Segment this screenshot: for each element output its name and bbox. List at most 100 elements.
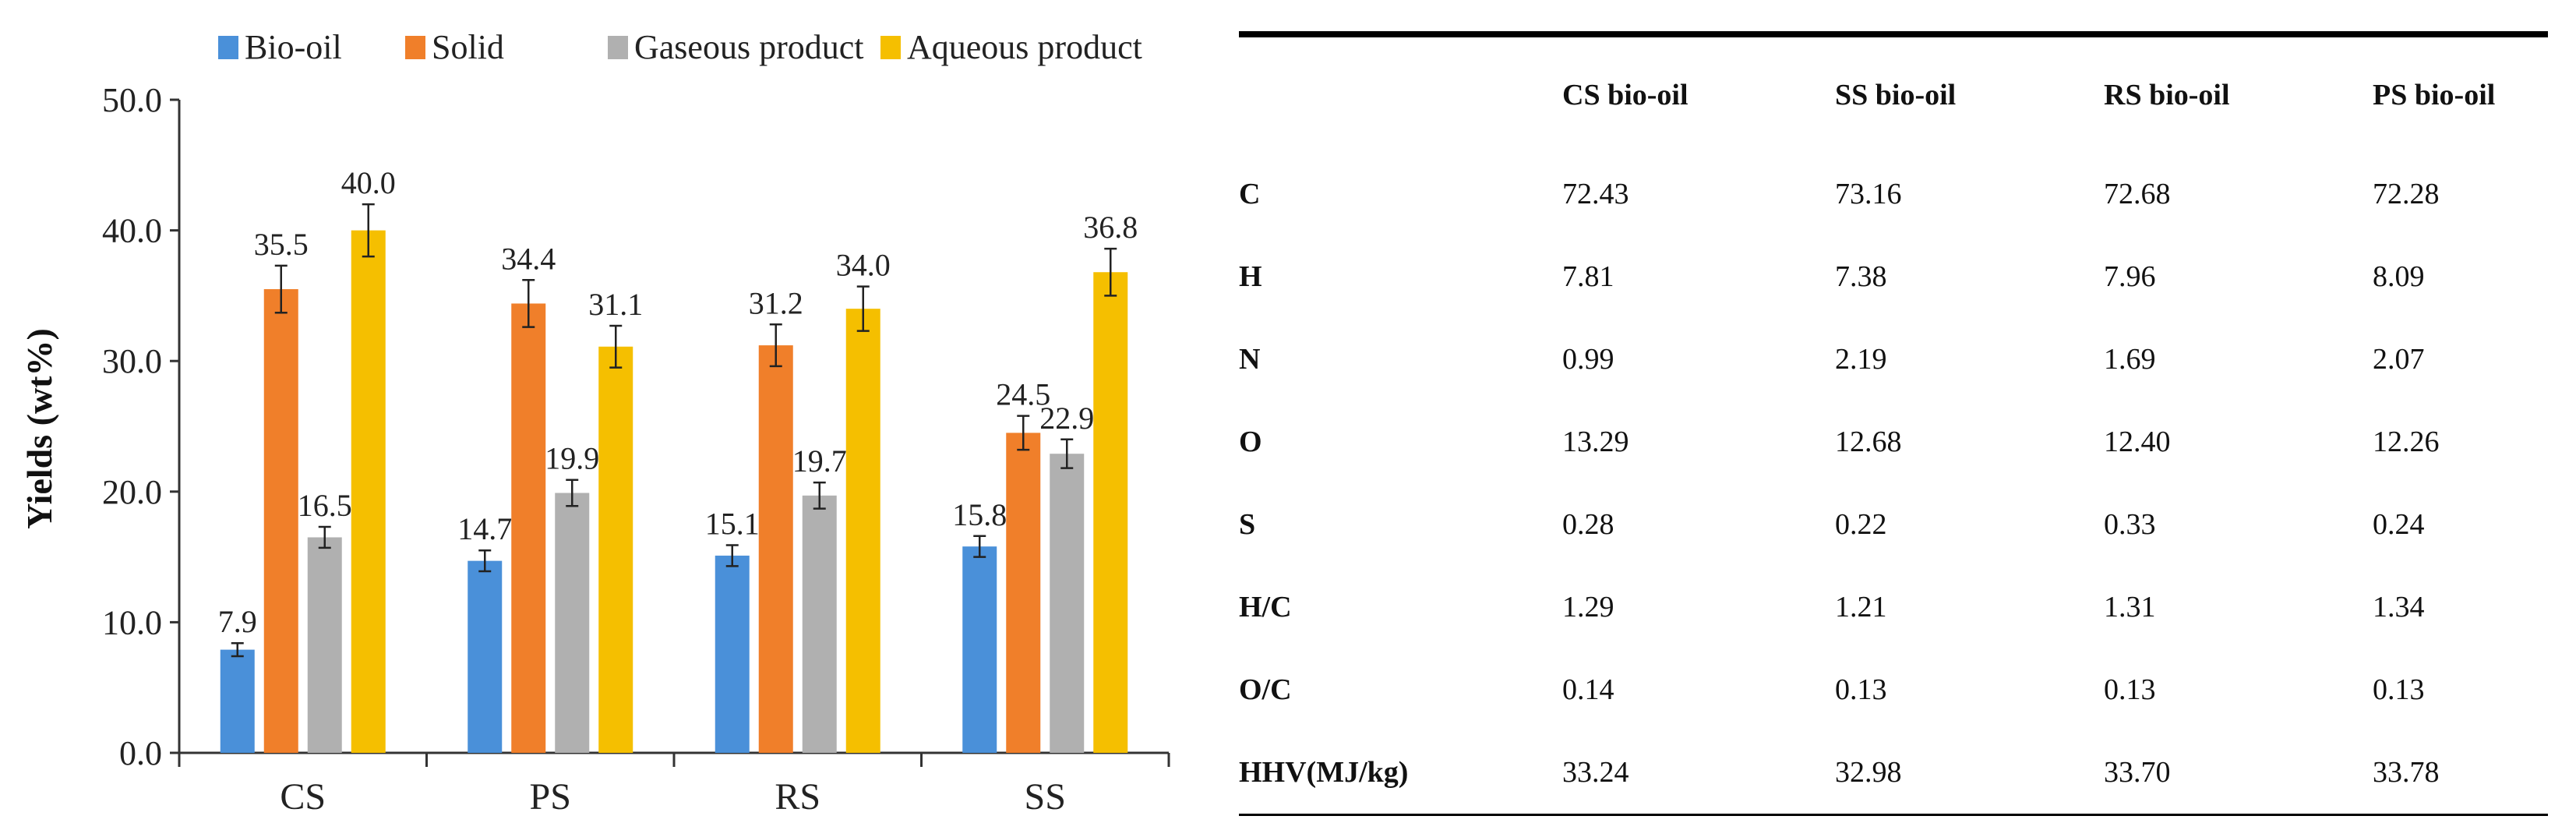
y-tick-label: 50.0: [102, 81, 162, 119]
legend-swatch: [218, 36, 238, 59]
y-tick-label: 40.0: [102, 212, 162, 250]
table-header-cell: SS bio-oil: [1835, 79, 1957, 111]
bar: [845, 309, 880, 753]
bar: [555, 493, 590, 753]
table-cell: 73.16: [1835, 178, 1902, 210]
y-tick-label: 0.0: [119, 734, 162, 772]
table-row-header: N: [1239, 343, 1261, 376]
table-header-cell: CS bio-oil: [1562, 79, 1689, 111]
table-row: C 72.43 73.16 72.68 72.28: [1239, 153, 2548, 235]
table-cell: 7.81: [1562, 260, 1614, 293]
bar-series-group: 7.914.7 15.1 15.835.5 34.431.224.516.519.9 1…: [218, 165, 1138, 754]
table-row-header: H/C: [1239, 591, 1292, 623]
table-cell: 33.70: [2104, 756, 2171, 789]
legend-label: Aqueous product: [907, 28, 1142, 66]
data-label: 19.9: [545, 441, 599, 476]
composition-table: CS bio-oil SS bio-oil RS bio-oil PS bio-…: [1239, 37, 2548, 814]
table-cell: 0.13: [1835, 673, 1887, 706]
data-label: 36.8: [1083, 210, 1138, 245]
legend-label: Gaseous product: [634, 28, 864, 66]
y-tick-label: 20.0: [102, 473, 162, 511]
legend-label: Bio-oil: [245, 28, 342, 66]
table-cell: 0.33: [2104, 508, 2156, 541]
bar: [1093, 272, 1128, 753]
table-cell: 0.99: [1562, 343, 1614, 376]
table-cell: 1.34: [2373, 591, 2425, 623]
data-label: 14.7: [457, 511, 512, 546]
bar: [220, 649, 255, 753]
table-cell: 33.78: [2373, 756, 2440, 789]
table-cell: 7.38: [1835, 260, 1887, 293]
table-row: O/C 0.14 0.13 0.13 0.13: [1239, 648, 2548, 731]
table-row-header: HHV(MJ/kg): [1239, 756, 1409, 789]
data-label: 19.7: [792, 443, 847, 479]
data-label: 15.1: [705, 507, 760, 542]
data-label: 40.0: [341, 165, 396, 200]
bar: [715, 555, 750, 753]
data-label: 22.9: [1039, 401, 1094, 436]
table-row: H/C 1.29 1.21 1.31 1.34: [1239, 566, 2548, 648]
legend-swatch: [608, 36, 628, 59]
legend-item: Gaseous product: [608, 28, 864, 66]
legend-swatch: [405, 36, 425, 59]
chart-legend: Bio-oil Solid Gaseous product Aqueous produ…: [218, 28, 1142, 66]
data-label: 35.5: [254, 227, 309, 262]
table-row: N 0.99 2.19 1.69 2.07: [1239, 318, 2548, 401]
y-axis-label: Yields (wt%): [19, 328, 59, 529]
table-cell: 1.69: [2104, 343, 2156, 376]
table-cell: 33.24: [1562, 756, 1629, 789]
series-aqueous-product: 40.0 31.1 34.0 36.8: [341, 165, 1138, 754]
table-cell: 8.09: [2373, 260, 2425, 293]
table-cell: 7.96: [2104, 260, 2156, 293]
legend-swatch: [880, 36, 901, 59]
table-row: H 7.81 7.38 7.96 8.09: [1239, 235, 2548, 318]
table-row-header: S: [1239, 508, 1256, 541]
table-top-rule: [1239, 31, 2548, 37]
table-header-cell: RS bio-oil: [2104, 79, 2230, 111]
data-label: 31.2: [749, 285, 803, 320]
elemental-analysis-table: CS bio-oil SS bio-oil RS bio-oil PS bio-…: [1239, 31, 2548, 816]
legend-item: Solid: [405, 28, 504, 66]
legend-label: Solid: [432, 28, 504, 66]
data-label: 34.0: [836, 248, 891, 283]
series-solid: 35.5 34.4 31.2 24.5: [254, 227, 1050, 753]
bar: [758, 345, 793, 753]
data-label: 16.5: [298, 488, 352, 523]
table-cell: 2.19: [1835, 343, 1887, 376]
table-cell: 1.29: [1562, 591, 1614, 623]
legend-item: Aqueous product: [880, 28, 1142, 66]
bar: [351, 230, 386, 754]
table-row-header: O: [1239, 426, 1262, 458]
table-row-header: H: [1239, 260, 1262, 293]
bar: [802, 495, 837, 753]
bar: [962, 546, 997, 753]
table-cell: 13.29: [1562, 426, 1629, 458]
table-cell: 1.21: [1835, 591, 1887, 623]
table-row: S 0.28 0.22 0.33 0.24: [1239, 483, 2548, 566]
table-header-cell: PS bio-oil: [2373, 79, 2496, 111]
bar: [307, 537, 342, 753]
x-category-label: PS: [530, 776, 571, 818]
table-cell: 0.28: [1562, 508, 1614, 541]
bar: [468, 560, 503, 753]
y-tick-label: 10.0: [102, 603, 162, 641]
table-cell: 12.68: [1835, 426, 1902, 458]
table-cell: 0.14: [1562, 673, 1614, 706]
series-gaseous-product: 16.5 19.9 19.7 22.9: [298, 401, 1094, 753]
bar: [1050, 454, 1085, 753]
table-cell: 12.26: [2373, 426, 2440, 458]
table-cell: 72.28: [2373, 178, 2440, 210]
data-label: 31.1: [588, 287, 643, 322]
data-label: 24.5: [996, 377, 1050, 412]
table-row-header: O/C: [1239, 673, 1292, 706]
bar: [511, 303, 546, 753]
bar: [1006, 433, 1041, 753]
y-tick-label: 30.0: [102, 342, 162, 380]
x-axis: CS PS RS SS: [178, 751, 1170, 818]
data-label: 7.9: [218, 604, 257, 639]
x-category-label: RS: [775, 776, 820, 818]
table-header-row: CS bio-oil SS bio-oil RS bio-oil PS bio-…: [1239, 37, 2548, 153]
table-cell: 2.07: [2373, 343, 2425, 376]
y-axis: 0.0 10.0 20.0 30.0 40.0 50.0: [102, 81, 181, 772]
table-cell: 0.24: [2373, 508, 2425, 541]
